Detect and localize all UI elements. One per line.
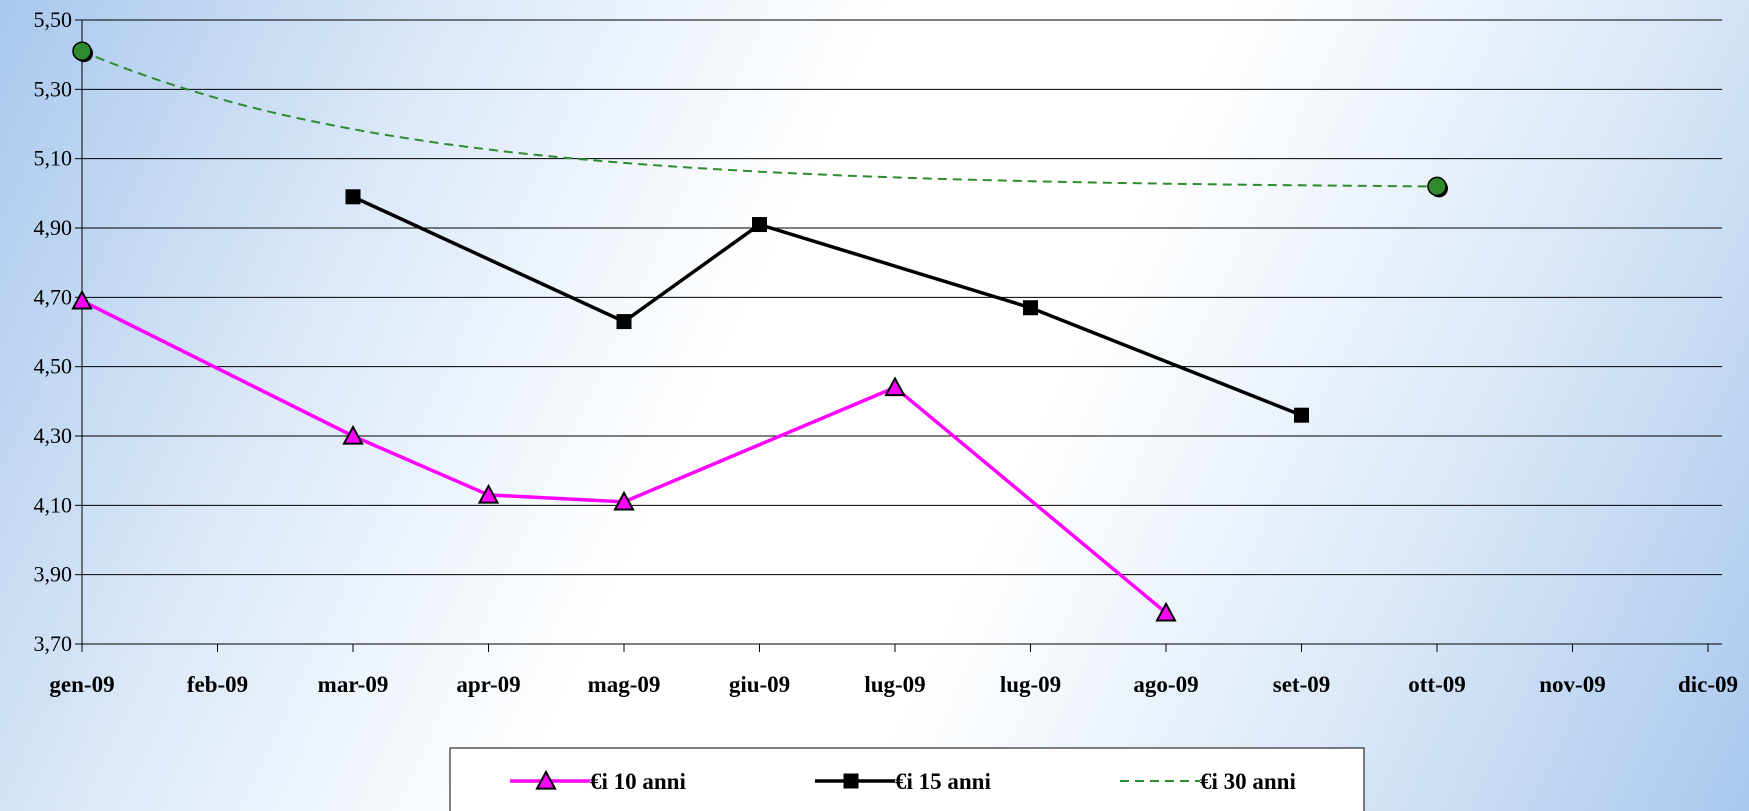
legend-item: €i 30 anni — [1120, 769, 1296, 794]
data-point — [613, 490, 635, 511]
x-tick-label: lug-09 — [1000, 672, 1061, 697]
series-line — [81, 299, 1168, 615]
legend-label: €i 15 anni — [895, 769, 991, 794]
data-point — [1023, 300, 1038, 316]
data-point — [752, 217, 767, 233]
data-point — [345, 189, 361, 205]
x-tick-label: set-09 — [1273, 672, 1330, 697]
y-tick-label: 3,70 — [34, 631, 73, 656]
legend-marker — [535, 769, 557, 790]
legend: €i 10 anni €i 15 anni €i 30 anni — [449, 747, 1365, 811]
data-point — [71, 289, 93, 310]
x-tick-label: mar-09 — [318, 672, 389, 697]
y-tick-label: 4,30 — [34, 423, 73, 448]
series-line — [81, 50, 1438, 188]
x-tick-label: feb-09 — [187, 672, 248, 697]
y-tick-label: 5,50 — [34, 7, 73, 32]
data-point — [1427, 176, 1447, 197]
x-tick-label: mag-09 — [588, 672, 661, 697]
legend-item: €i 15 anni — [815, 769, 991, 794]
y-tick-label: 3,90 — [34, 562, 73, 587]
x-tick-label: giu-09 — [729, 672, 790, 697]
data-point — [884, 376, 906, 397]
y-tick-label: 5,30 — [34, 76, 73, 101]
y-tick-label: 4,70 — [34, 284, 73, 309]
legend-label: €i 30 anni — [1200, 769, 1296, 794]
x-tick-label: ago-09 — [1133, 672, 1198, 697]
data-point — [1294, 407, 1309, 423]
legend-label: €i 10 anni — [590, 769, 686, 794]
legend-item: €i 10 anni — [510, 769, 686, 794]
x-tick-label: nov-09 — [1539, 672, 1605, 697]
series-2 — [345, 189, 1309, 423]
x-tick-label: dic-09 — [1678, 672, 1738, 697]
data-point — [72, 41, 92, 61]
legend-box — [449, 747, 1365, 811]
y-tick-label: 5,10 — [34, 146, 73, 171]
data-point — [342, 424, 364, 445]
series-1 — [71, 289, 1177, 622]
x-tick-label: lug-09 — [864, 672, 925, 697]
series-line — [352, 195, 1303, 417]
data-point — [477, 483, 500, 504]
y-tick-label: 4,90 — [34, 215, 73, 240]
legend-marker — [843, 773, 859, 789]
data-point — [616, 314, 632, 330]
y-tick-label: 4,50 — [34, 354, 73, 379]
y-tick-label: 4,10 — [34, 492, 73, 517]
x-tick-label: apr-09 — [456, 672, 520, 697]
data-point — [1155, 601, 1177, 622]
x-tick-label: ott-09 — [1408, 672, 1465, 697]
series-3 — [72, 41, 1448, 198]
x-tick-label: gen-09 — [49, 672, 114, 697]
